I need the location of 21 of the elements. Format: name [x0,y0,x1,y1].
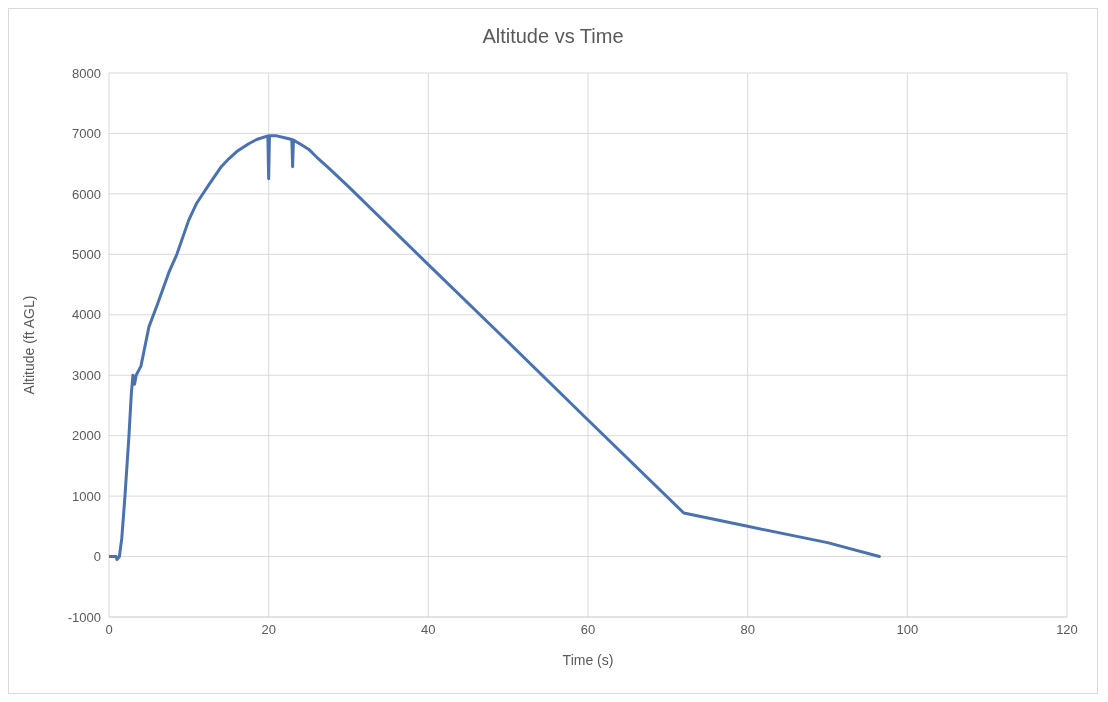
y-tick-label: -1000 [67,609,101,625]
y-tick-label: 0 [93,549,101,565]
y-tick-label: 7000 [72,126,101,142]
line-series [109,134,881,562]
y-tick-label: 5000 [72,246,101,262]
y-tick-label: 6000 [72,186,101,202]
y-tick-label: 4000 [72,307,101,323]
x-axis-title: Time (s) [562,652,614,668]
y-tick-label: 3000 [72,367,101,383]
x-tick-label: 120 [1056,622,1078,638]
x-tick-label: 60 [580,622,596,638]
y-tick-label: 8000 [72,65,101,81]
y-tick-label: 2000 [72,428,101,444]
x-tick-label: 40 [421,622,436,638]
x-tick-label: 100 [896,622,919,638]
x-tick-label: 0 [105,622,113,638]
x-tick-label: 20 [261,622,276,638]
y-axis-title: Altitude (ft AGL) [20,295,37,395]
y-tick-label: 1000 [72,488,101,504]
chart-title: Altitude vs Time [481,25,625,48]
x-tick-label: 80 [740,622,755,638]
